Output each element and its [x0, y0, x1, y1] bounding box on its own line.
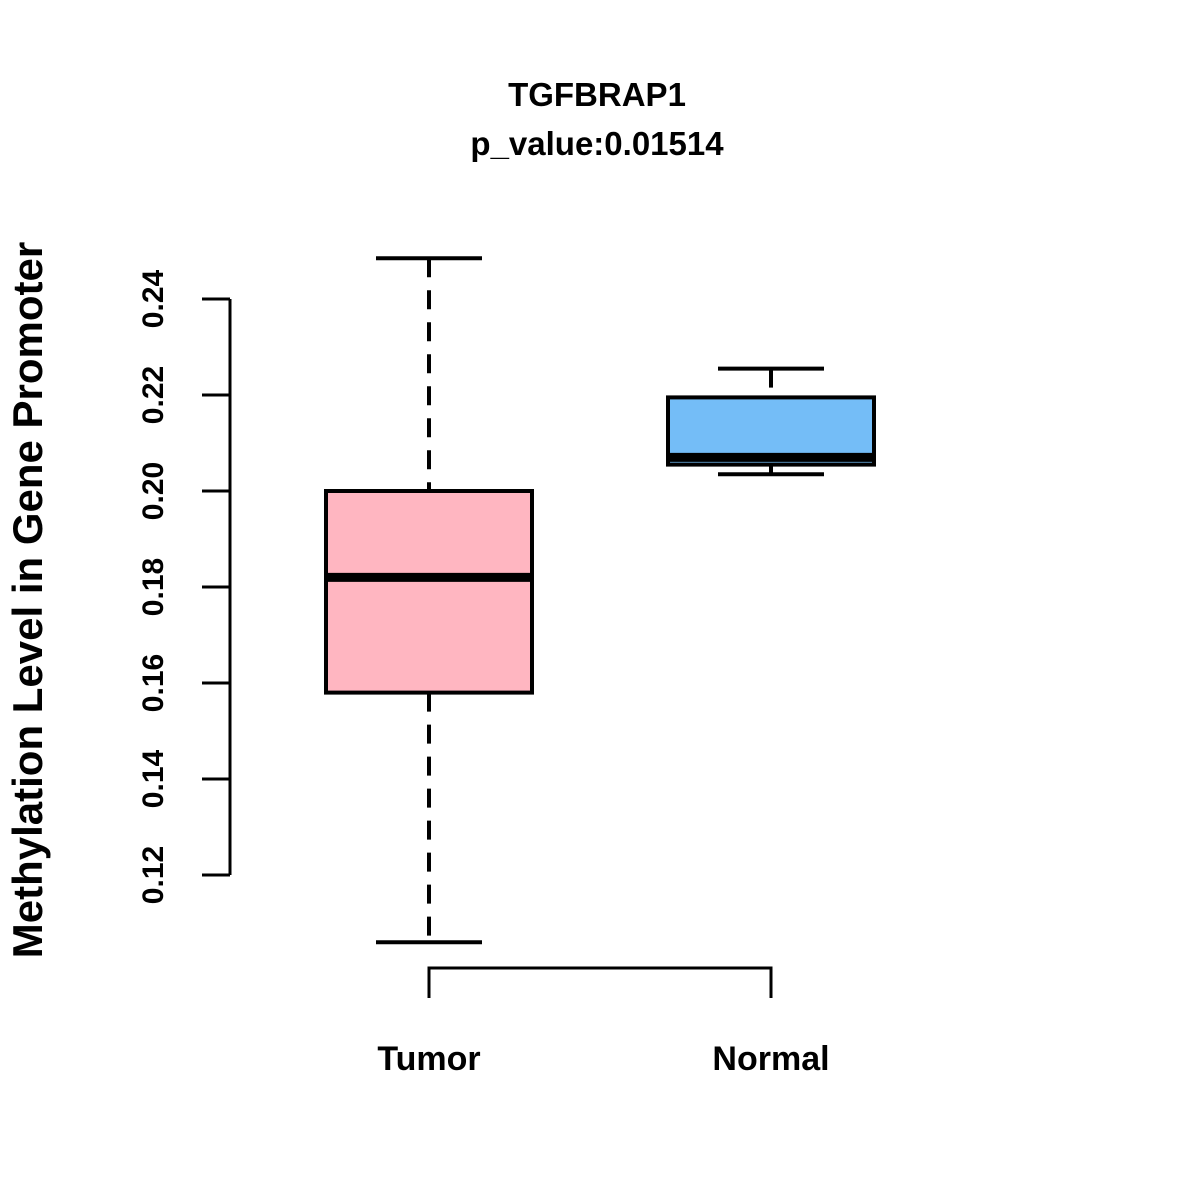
y-tick-label: 0.20: [137, 462, 170, 520]
y-tick-label: 0.22: [137, 366, 170, 424]
x-axis-bracket: [427, 966, 773, 998]
y-tick-label: 0.18: [137, 558, 170, 616]
y-tick-label: 0.14: [137, 749, 170, 808]
y-tick-label: 0.16: [137, 654, 170, 712]
y-tick-label: 0.24: [137, 269, 170, 328]
y-tick-label: 0.12: [137, 846, 170, 904]
chart-subtitle-pvalue: p_value:0.01514: [470, 125, 724, 162]
x-category-label-normal: Normal: [712, 1040, 830, 1078]
chart-title: TGFBRAP1: [508, 76, 686, 113]
x-category-label-tumor: Tumor: [377, 1040, 481, 1078]
tumor-box: [324, 489, 534, 695]
